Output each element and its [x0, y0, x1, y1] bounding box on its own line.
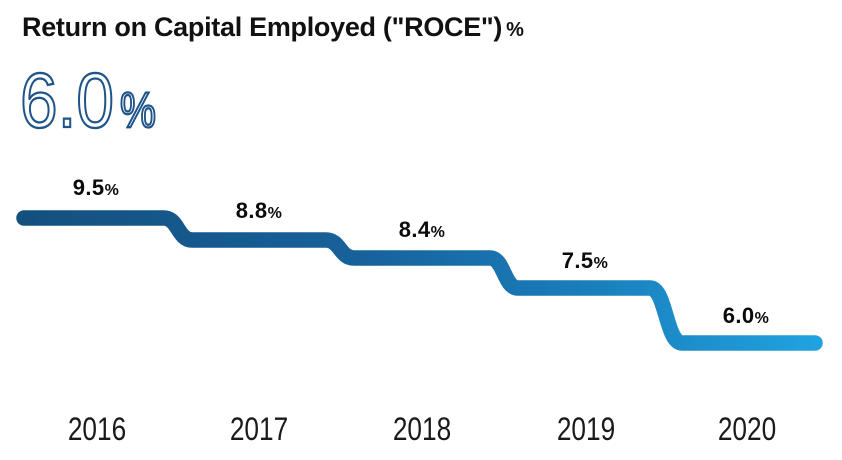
- x-axis-label-2020: 2020: [717, 411, 777, 447]
- data-label-2017: 8.8%: [235, 198, 283, 223]
- data-label-2018-value: 8.4: [398, 217, 431, 242]
- data-label-2019: 7.5%: [561, 248, 609, 273]
- data-label-2018: 8.4%: [398, 217, 446, 242]
- roce-step-line: [16, 210, 823, 351]
- data-label-2018-unit: %: [430, 224, 446, 241]
- x-axis-label-2017: 2017: [229, 411, 289, 447]
- x-axis-label-2018: 2018: [392, 411, 452, 447]
- data-label-2019-unit: %: [593, 255, 609, 272]
- data-label-2020-value: 6.0: [722, 303, 755, 328]
- headline-value: 6.0: [20, 56, 114, 144]
- data-label-2016-value: 9.5: [72, 175, 105, 200]
- data-label-2020: 6.0%: [722, 303, 770, 328]
- chart-title: Return on Capital Employed ("ROCE")%: [22, 12, 524, 43]
- data-label-2016: 9.5%: [72, 175, 120, 200]
- data-label-2020-unit: %: [754, 310, 770, 327]
- headline-unit: %: [120, 82, 156, 138]
- data-label-2017-value: 8.8: [235, 198, 268, 223]
- chart-title-text: Return on Capital Employed ("ROCE"): [22, 12, 503, 42]
- x-axis-label-2016: 2016: [67, 411, 127, 447]
- chart-title-unit: %: [506, 19, 524, 41]
- data-label-2019-value: 7.5: [561, 248, 594, 273]
- x-axis-label-2019: 2019: [556, 411, 616, 447]
- data-label-2017-unit: %: [267, 205, 283, 222]
- data-label-2016-unit: %: [104, 182, 120, 199]
